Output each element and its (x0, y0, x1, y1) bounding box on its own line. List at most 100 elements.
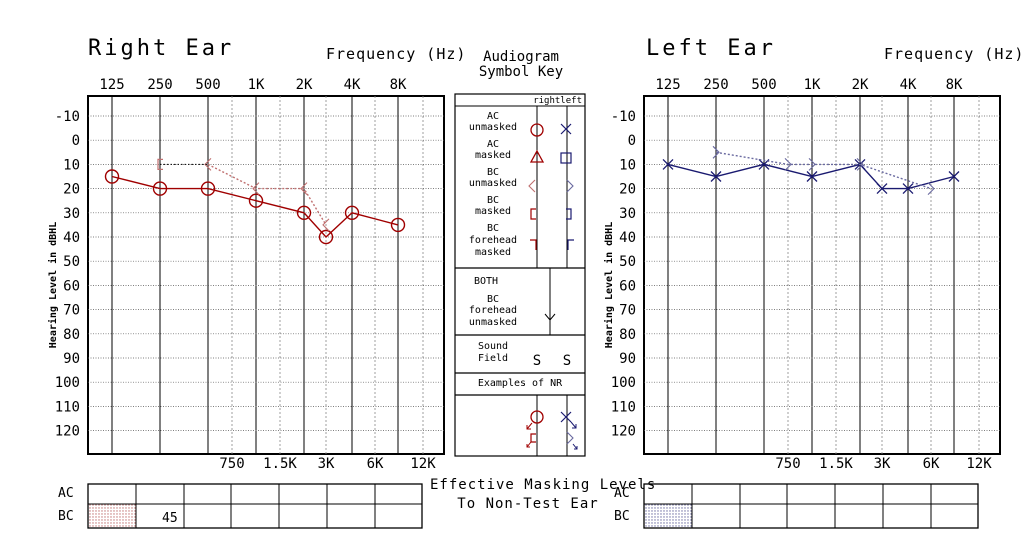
right-x-tick-label: 500 (195, 77, 220, 93)
key-bc-masked-line2: masked (475, 206, 511, 217)
key-right-bc-masked-symbol (530, 208, 536, 220)
key-both-row-line1: BC (487, 294, 499, 305)
right-y-tick-label: 50 (63, 254, 80, 270)
left-y-tick-label: 10 (619, 157, 636, 173)
key-left-ac-masked-symbol (560, 152, 572, 164)
symbol-key: rightleft AC unmasked AC masked BC unmas… (454, 93, 586, 457)
left-y-tick-label: 100 (611, 375, 636, 391)
right-y-tick-label: 40 (63, 230, 80, 246)
left-data-point (948, 171, 960, 182)
left-mask-bc-label: BC (614, 509, 630, 524)
key-ac-masked-line1: AC (487, 139, 499, 150)
right-series-line-1 (207, 163, 327, 226)
key-sound-field-line1: Sound (478, 341, 508, 352)
left-frequency-title: Frequency (Hz) (884, 45, 1025, 63)
right-x-tick-label: 2K (296, 77, 313, 93)
left-x-tick-label: 8K (946, 77, 963, 93)
right-y-tick-label: -10 (55, 109, 80, 125)
key-right-ac-unmasked-symbol (530, 123, 544, 137)
right-y-tick-label: 80 (63, 327, 80, 343)
left-plot-frame (643, 95, 1001, 455)
key-left-ac-unmasked-symbol (560, 123, 572, 135)
left-data-point (927, 182, 935, 195)
key-nr-left-bc-symbol (566, 431, 574, 445)
left-x-tick-label: 250 (703, 77, 728, 93)
left-y-tick-label: 110 (611, 399, 636, 415)
right-x-tick-label-bottom: 1.5K (263, 456, 297, 470)
key-left-bc-masked-symbol (566, 208, 572, 220)
right-plot-frame (87, 95, 445, 455)
effective-masking-title: Effective Masking Levels To Non-Test Ear (430, 476, 655, 514)
key-nr-left-bc-arrow (572, 443, 578, 450)
right-ear-audiogram: -10 0 10 20 30 40 50 60 70 80 90 100 110 120 125 250 500… (47, 77, 445, 470)
key-left-bc-unmasked-symbol (566, 179, 574, 193)
right-data-point (318, 229, 334, 245)
right-masking-table: AC BC 45 (58, 483, 423, 529)
key-nr-left-ac-arrow (570, 421, 577, 429)
left-x-tick-label-bottom: 750 (775, 456, 800, 470)
key-nr-right-ac-symbol (530, 410, 544, 424)
left-ear-title: Left Ear (646, 36, 776, 61)
right-x-tick-label-bottom: 3K (318, 456, 335, 470)
symbol-key-title: Audiogram Symbol Key (456, 50, 586, 80)
left-data-point (662, 158, 674, 170)
left-x-tick-label: 125 (655, 77, 680, 93)
left-data-point (806, 171, 818, 182)
left-x-tick-label: 4K (900, 77, 917, 93)
right-x-tick-label: 4K (344, 77, 361, 93)
right-data-point (200, 181, 216, 196)
right-ear-title: Right Ear (88, 36, 235, 61)
key-nr-right-ac-arrow (526, 422, 533, 430)
left-data-point (784, 158, 792, 171)
key-nr-left-ac-symbol (560, 411, 572, 423)
key-right-bc-forehead-masked-symbol (530, 239, 537, 250)
left-y-tick-label: 30 (619, 206, 636, 222)
right-y-tick-label: 60 (63, 278, 80, 294)
left-data-point (902, 183, 914, 195)
key-ac-unmasked-line1: AC (487, 111, 499, 122)
left-y-tick-label: 70 (619, 303, 636, 319)
key-sound-field-line2: Field (478, 353, 508, 364)
key-bc-unmasked-line1: BC (487, 167, 499, 178)
left-x-tick-label: 1K (804, 77, 821, 93)
right-y-tick-label: 90 (63, 351, 80, 367)
right-y-tick-label: 30 (63, 206, 80, 222)
right-y-tick-label: 10 (63, 157, 80, 173)
right-data-point (296, 205, 312, 221)
key-left-sound-field-symbol: S (563, 353, 571, 369)
left-x-tick-label: 500 (751, 77, 776, 93)
left-masking-table: AC BC (614, 483, 979, 529)
right-data-point (157, 158, 163, 170)
right-mask-bc-value: 45 (162, 511, 178, 526)
right-data-point (390, 217, 406, 233)
key-right-bc-unmasked-symbol (528, 179, 536, 193)
left-y-tick-label: 50 (619, 254, 636, 270)
right-y-tick-label: 120 (55, 424, 80, 440)
left-data-point (808, 158, 816, 171)
key-right-sound-field-symbol: S (533, 353, 541, 369)
right-x-tick-label: 125 (99, 77, 124, 93)
right-x-tick-label-bottom: 6K (367, 456, 384, 470)
left-data-point (712, 145, 720, 159)
left-y-tick-label: 90 (619, 351, 636, 367)
key-both-label: BOTH (474, 276, 498, 287)
key-right-ac-masked-symbol (529, 149, 545, 163)
left-x-tick-label-bottom: 6K (923, 456, 940, 470)
key-both-symbol (544, 313, 556, 321)
key-bc-forehead-masked-line3: masked (475, 247, 511, 258)
key-nr-label: Examples of NR (478, 378, 563, 389)
key-both-row-line3: unmasked (469, 317, 517, 328)
key-left-bc-forehead-masked-symbol (567, 239, 574, 250)
key-bc-forehead-masked-line1: BC (487, 223, 499, 234)
left-x-tick-label-bottom: 3K (874, 456, 891, 470)
right-data-point (300, 182, 308, 195)
left-y-tick-label: 120 (611, 424, 636, 440)
right-y-axis-label: Hearing Level in dBHL (47, 222, 59, 348)
key-nr-right-bc-arrow (526, 441, 532, 448)
right-data-point (152, 181, 168, 196)
left-x-tick-label: 2K (852, 77, 869, 93)
left-x-tick-label-bottom: 12K (966, 456, 992, 470)
right-x-tick-label: 250 (147, 77, 172, 93)
right-data-point (322, 218, 330, 232)
left-y-tick-label: -10 (611, 109, 636, 125)
